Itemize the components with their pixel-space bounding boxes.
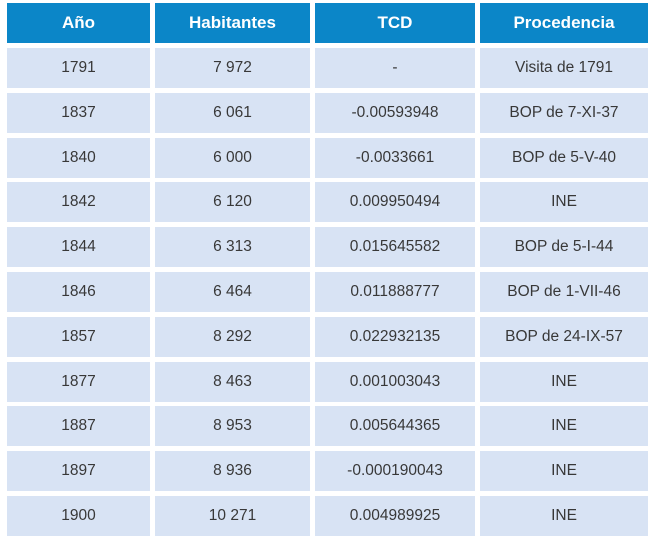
table-cell: 1900 <box>7 495 150 536</box>
table-cell: 0.004989925 <box>315 495 475 536</box>
table-cell: 0.009950494 <box>315 182 475 223</box>
table-cell: - <box>315 48 475 88</box>
table-cell: 8 463 <box>155 361 310 402</box>
column-header-habitantes: Habitantes <box>155 3 310 43</box>
table-row: 1877 8 463 0.001003043 INE <box>7 361 648 402</box>
table-cell: 1844 <box>7 227 150 268</box>
table-cell: 1897 <box>7 451 150 492</box>
table-header-row: Año Habitantes TCD Procedencia <box>7 3 648 43</box>
table-row: 1840 6 000 -0.0033661 BOP de 5-V-40 <box>7 137 648 178</box>
table-cell: 8 292 <box>155 316 310 357</box>
table-cell: INE <box>480 495 648 536</box>
table-cell: INE <box>480 182 648 223</box>
table-row: 1887 8 953 0.005644365 INE <box>7 406 648 447</box>
table-cell: 0.022932135 <box>315 316 475 357</box>
table-cell: 6 061 <box>155 92 310 133</box>
table-cell: INE <box>480 361 648 402</box>
table-cell: BOP de 5-V-40 <box>480 137 648 178</box>
table-cell: 6 464 <box>155 271 310 312</box>
column-header-ano: Año <box>7 3 150 43</box>
table-cell: INE <box>480 451 648 492</box>
table-cell: 1857 <box>7 316 150 357</box>
table-cell: INE <box>480 406 648 447</box>
table-cell: -0.00593948 <box>315 92 475 133</box>
table-cell: BOP de 5-I-44 <box>480 227 648 268</box>
table-cell: 6 120 <box>155 182 310 223</box>
table-cell: 0.005644365 <box>315 406 475 447</box>
table-row: 1837 6 061 -0.00593948 BOP de 7-XI-37 <box>7 92 648 133</box>
column-header-procedencia: Procedencia <box>480 3 648 43</box>
table-cell: -0.000190043 <box>315 451 475 492</box>
table-row: 1844 6 313 0.015645582 BOP de 5-I-44 <box>7 227 648 268</box>
table-row: 1791 7 972- Visita de 1791 <box>7 48 648 88</box>
table-cell: 8 953 <box>155 406 310 447</box>
table-body: 1791 7 972- Visita de 1791 1837 6 061 -0.0059… <box>7 48 648 536</box>
table-cell: 1887 <box>7 406 150 447</box>
table-row: 1842 6 120 0.009950494 INE <box>7 182 648 223</box>
table-cell: 1877 <box>7 361 150 402</box>
table-cell: 1842 <box>7 182 150 223</box>
table-cell: Visita de 1791 <box>480 48 648 88</box>
table-cell: BOP de 1-VII-46 <box>480 271 648 312</box>
table-cell: 10 271 <box>155 495 310 536</box>
table-cell: 0.011888777 <box>315 271 475 312</box>
table-cell: 0.015645582 <box>315 227 475 268</box>
table-cell: BOP de 7-XI-37 <box>480 92 648 133</box>
table-cell: 1791 <box>7 48 150 88</box>
table-cell: 8 936 <box>155 451 310 492</box>
table-cell: 7 972 <box>155 48 310 88</box>
table-row: 1857 8 292 0.022932135 BOP de 24-IX-57 <box>7 316 648 357</box>
table-row: 1900 10 271 0.004989925 INE <box>7 495 648 536</box>
population-table: Año Habitantes TCD Procedencia 1791 7 972… <box>7 3 648 541</box>
table-cell: -0.0033661 <box>315 137 475 178</box>
table-cell: BOP de 24-IX-57 <box>480 316 648 357</box>
table-cell: 1840 <box>7 137 150 178</box>
table-row: 1846 6 464 0.011888777 BOP de 1-VII-46 <box>7 271 648 312</box>
column-header-tcd: TCD <box>315 3 475 43</box>
table-cell: 6 000 <box>155 137 310 178</box>
table-cell: 1846 <box>7 271 150 312</box>
table-cell: 6 313 <box>155 227 310 268</box>
table-cell: 1837 <box>7 92 150 133</box>
table-cell: 0.001003043 <box>315 361 475 402</box>
table-row: 1897 8 936 -0.000190043 INE <box>7 451 648 492</box>
